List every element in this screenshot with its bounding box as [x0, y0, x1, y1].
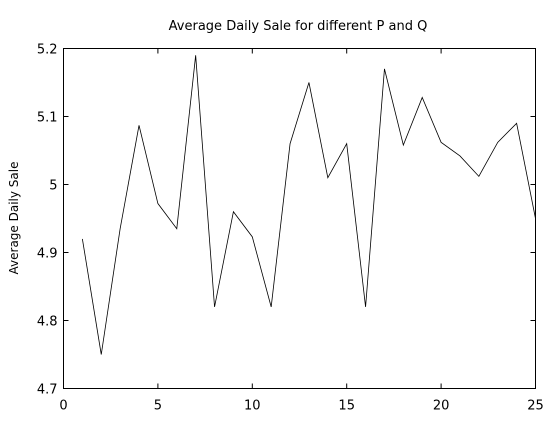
- y-tick-label: 5: [49, 179, 57, 194]
- y-tick-label: 5.2: [37, 43, 58, 58]
- y-tick-label: 4.7: [37, 383, 58, 398]
- chart-title: Average Daily Sale for different P and Q: [169, 19, 428, 34]
- x-tick-label: 25: [527, 399, 544, 414]
- x-tick-label: 15: [338, 399, 355, 414]
- y-tick-label: 4.8: [37, 315, 58, 330]
- y-axis: 4.7 4.8 4.9 5 5.1 5.2: [37, 43, 536, 398]
- x-tick-label: 10: [244, 399, 261, 414]
- y-tick-label: 4.9: [37, 247, 58, 262]
- x-axis: 0 5 10 15 20 25: [59, 48, 544, 414]
- y-axis-label: Average Daily Sale: [7, 162, 21, 275]
- plot-frame: [63, 48, 536, 389]
- series-line: [81, 55, 536, 355]
- y-tick-label: 5.1: [37, 111, 58, 126]
- x-tick-label: 0: [59, 399, 67, 414]
- x-tick-label: 5: [154, 399, 162, 414]
- x-tick-label: 20: [433, 399, 450, 414]
- series-points: [82, 55, 535, 354]
